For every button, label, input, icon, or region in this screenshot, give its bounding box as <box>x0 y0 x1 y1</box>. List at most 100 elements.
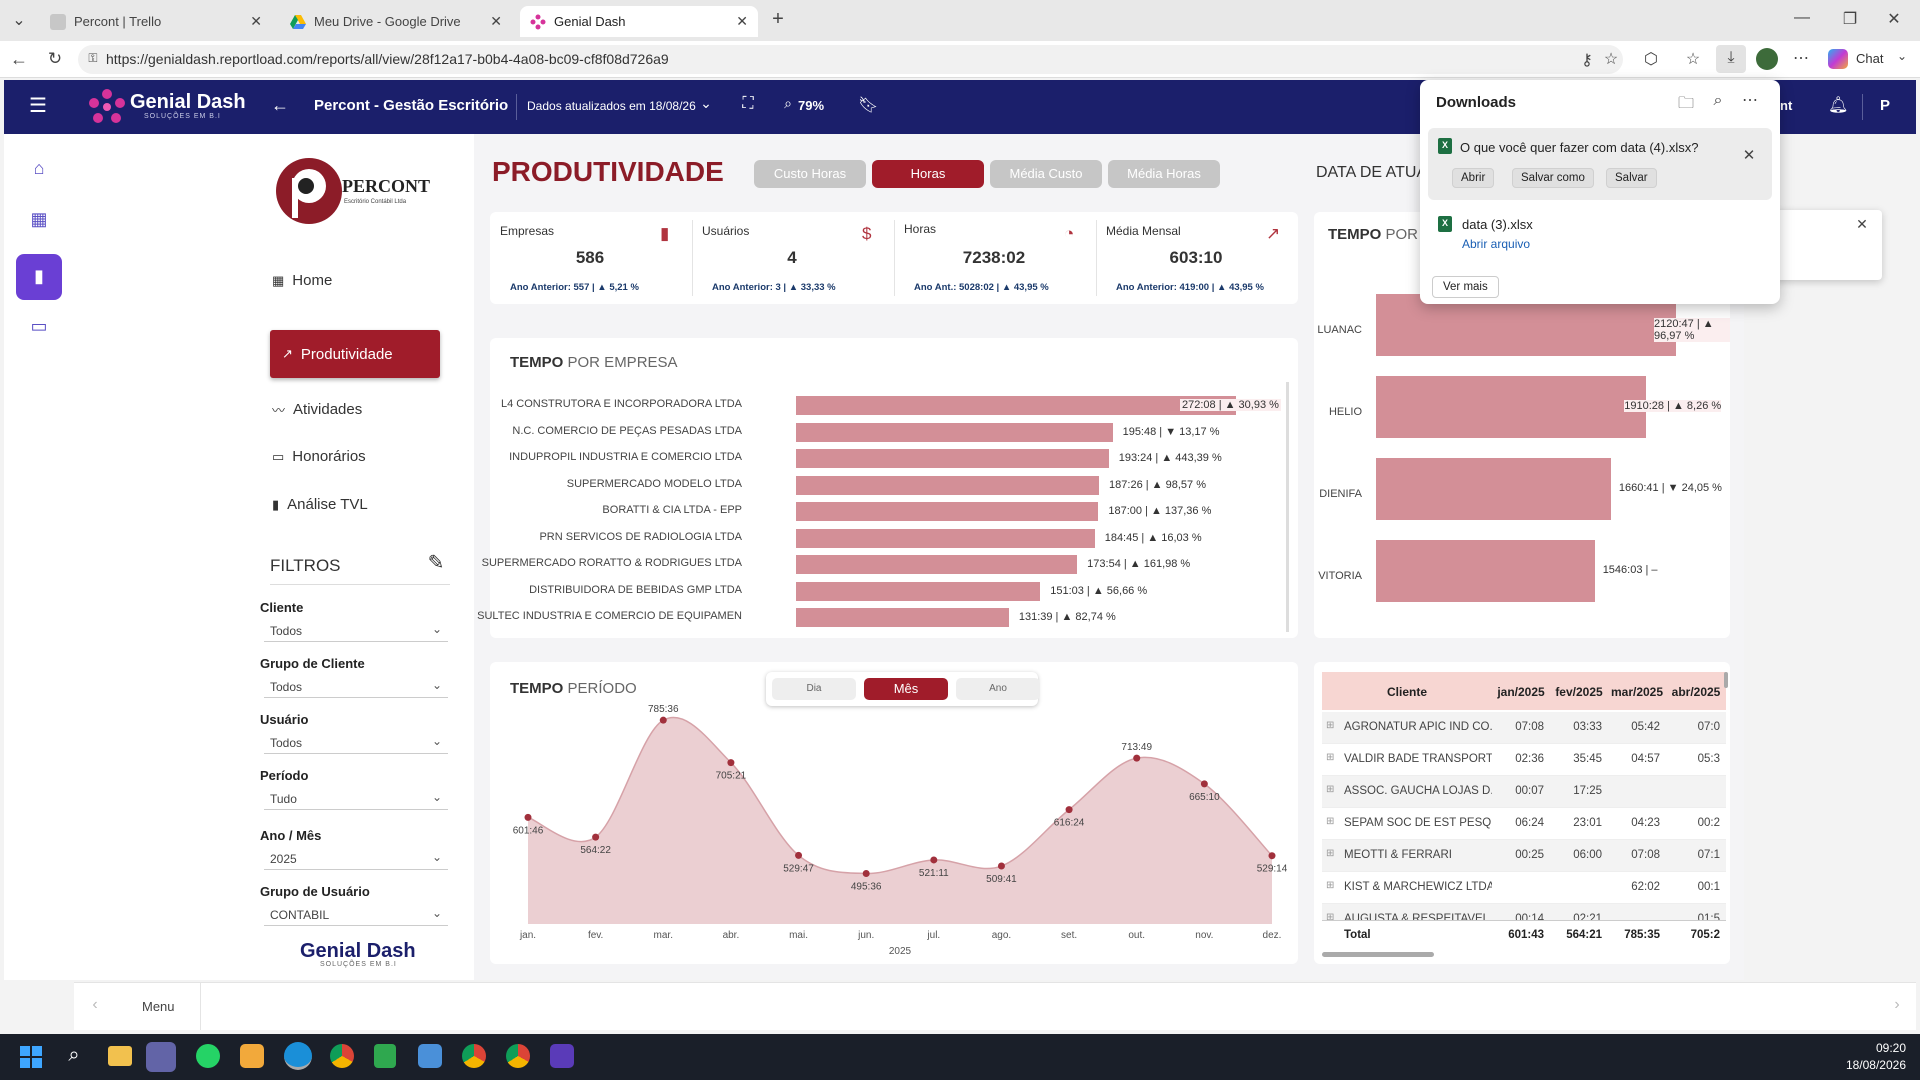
bar[interactable] <box>1376 458 1611 520</box>
edge-icon[interactable] <box>284 1042 312 1070</box>
filter-select[interactable]: Todos ⌄ <box>264 676 448 698</box>
chevron-down-icon[interactable]: ⌄ <box>1896 49 1908 63</box>
whiteboard-icon[interactable] <box>418 1044 442 1068</box>
bar[interactable] <box>796 502 1099 521</box>
back-arrow-icon[interactable]: ← <box>271 95 289 115</box>
fit-screen-icon[interactable]: ⛶ <box>742 95 754 112</box>
close-icon[interactable]: ✕ <box>1742 147 1756 164</box>
user-avatar[interactable]: P <box>1880 97 1891 114</box>
bar[interactable] <box>796 608 1009 627</box>
back-icon[interactable]: ← <box>10 49 28 69</box>
expand-row-icon[interactable]: ⊞ <box>1326 752 1335 763</box>
messages-icon[interactable] <box>240 1044 264 1068</box>
reload-icon[interactable]: ↻ <box>47 49 63 68</box>
data-point[interactable] <box>1133 754 1141 762</box>
filter-select[interactable]: Todos ⌄ <box>264 620 448 642</box>
zoom-icon[interactable]: ⌕ <box>784 95 792 111</box>
chrome-icon[interactable] <box>330 1044 354 1068</box>
bell-icon[interactable]: 🔔︎ <box>1828 97 1849 114</box>
data-point[interactable] <box>524 813 532 821</box>
close-tab-icon[interactable]: ✕ <box>250 13 262 29</box>
filter-select[interactable]: 2025 ⌄ <box>264 848 448 870</box>
filter-select[interactable]: Tudo ⌄ <box>264 788 448 810</box>
bar[interactable] <box>796 422 1113 442</box>
toggle-média-custo[interactable]: Média Custo <box>990 160 1102 188</box>
close-icon[interactable]: ✕ <box>1856 216 1868 232</box>
file-explorer-icon[interactable] <box>108 1046 132 1066</box>
period-toggle-ms[interactable]: Mês <box>864 678 948 700</box>
site-info-icon[interactable]: ⚿ <box>88 51 98 65</box>
bar[interactable] <box>796 581 1041 601</box>
search-icon[interactable]: ⌕ <box>1713 92 1723 109</box>
nav-item-anlisetvl[interactable]: ▮ Análise TVL <box>272 496 368 513</box>
bookmark-icon[interactable]: 🔖︎ <box>858 97 879 114</box>
whatsapp-icon[interactable] <box>196 1044 220 1068</box>
filter-select[interactable]: CONTABIL ⌄ <box>264 904 448 926</box>
nav-item-honorrios[interactable]: ▭ Honorários <box>272 448 366 465</box>
copilot-icon[interactable] <box>1828 49 1848 69</box>
data-point[interactable] <box>795 851 803 859</box>
nav-item-produtividade[interactable]: ↗ Produtividade <box>270 330 440 378</box>
table-row[interactable]: ⊞ AGRONATUR APIC IND CO... 07:08 03:33 05:42… <box>1322 712 1726 744</box>
filter-select[interactable]: Todos ⌄ <box>264 732 448 754</box>
bar[interactable] <box>1376 294 1676 356</box>
column-header[interactable]: abr/2025 <box>1671 685 1721 699</box>
clock-time[interactable]: 09:20 <box>1875 1041 1906 1055</box>
bar[interactable] <box>1376 540 1595 602</box>
bar[interactable] <box>796 475 1100 495</box>
toggle-média-horas[interactable]: Média Horas <box>1108 160 1220 188</box>
more-icon[interactable]: ⋯ <box>1793 50 1809 67</box>
close-window-icon[interactable]: ✕ <box>1887 11 1901 28</box>
bar[interactable] <box>796 528 1095 548</box>
data-point[interactable] <box>930 856 938 864</box>
downloads-icon[interactable]: ⤓ <box>1716 45 1746 73</box>
restore-icon[interactable]: ❐ <box>1842 11 1858 28</box>
data-point[interactable] <box>1268 852 1276 860</box>
period-toggle-dia[interactable]: Dia <box>772 678 856 700</box>
column-header[interactable]: fev/2025 <box>1555 685 1603 699</box>
chat-label[interactable]: Chat <box>1856 51 1884 66</box>
home-icon[interactable]: ⌂ <box>33 158 45 178</box>
table-row[interactable]: ⊞ KIST & MARCHEWICZ LTDA 62:02 00:1 <box>1322 872 1726 904</box>
new-tab-icon[interactable]: + <box>772 8 784 30</box>
data-point[interactable] <box>1065 806 1073 814</box>
nav-item-home[interactable]: ▦ Home <box>272 272 332 289</box>
presentation-icon[interactable]: ▭ <box>30 316 48 336</box>
data-point[interactable] <box>727 759 735 767</box>
favorites-icon[interactable]: ☆ <box>1685 51 1701 68</box>
bar[interactable] <box>796 555 1078 574</box>
tab-genial-dash[interactable]: Genial Dash ✕ <box>520 6 758 37</box>
data-point[interactable] <box>1200 780 1208 788</box>
bar[interactable] <box>796 396 1236 415</box>
chevron-left-icon[interactable]: ‹ <box>92 996 98 1013</box>
expand-row-icon[interactable]: ⊞ <box>1326 912 1335 923</box>
table-row[interactable]: ⊞ ASSOC. GAUCHA LOJAS D... 00:07 17:25 <box>1322 776 1726 808</box>
vertical-scrollbar[interactable] <box>1724 672 1728 688</box>
column-header[interactable]: mar/2025 <box>1610 685 1664 699</box>
tab-list-icon[interactable]: ⌄ <box>12 12 26 29</box>
horizontal-scrollbar[interactable] <box>1322 952 1434 957</box>
teams-icon[interactable] <box>146 1042 176 1072</box>
chevron-down-icon[interactable]: ⌄ <box>700 95 712 111</box>
bar[interactable] <box>1376 376 1647 438</box>
star-icon[interactable]: ☆ <box>1603 51 1619 68</box>
column-header[interactable]: Cliente <box>1386 685 1427 699</box>
search-icon[interactable]: ⌕ <box>68 1044 80 1066</box>
clock-date[interactable]: 18/08/2026 <box>1845 1058 1906 1072</box>
calculator-icon[interactable] <box>374 1044 396 1068</box>
app-icon[interactable] <box>550 1044 574 1068</box>
open-file-link[interactable]: Abrir arquivo <box>1462 237 1531 251</box>
clear-filters-icon[interactable]: ✎ <box>427 552 445 574</box>
chrome-icon[interactable] <box>462 1044 486 1068</box>
tab-trello[interactable]: Percont | Trello ✕ <box>40 6 272 37</box>
toggle-custo-horas[interactable]: Custo Horas <box>754 160 866 188</box>
expand-row-icon[interactable]: ⊞ <box>1326 880 1335 891</box>
close-tab-icon[interactable]: ✕ <box>490 13 502 29</box>
download-action-salvar[interactable]: Salvar <box>1606 168 1657 188</box>
see-more-button[interactable]: Ver mais <box>1432 276 1499 298</box>
extensions-icon[interactable]: ⬡ <box>1644 51 1658 68</box>
data-point[interactable] <box>997 862 1005 870</box>
table-row[interactable]: ⊞ SEPAM SOC DE EST PESQ ... 06:24 23:01 04:2… <box>1322 808 1726 840</box>
table-row[interactable]: ⊞ MEOTTI & FERRARI 00:25 06:00 07:08 07:1 <box>1322 840 1726 872</box>
expand-row-icon[interactable]: ⊞ <box>1326 784 1335 795</box>
